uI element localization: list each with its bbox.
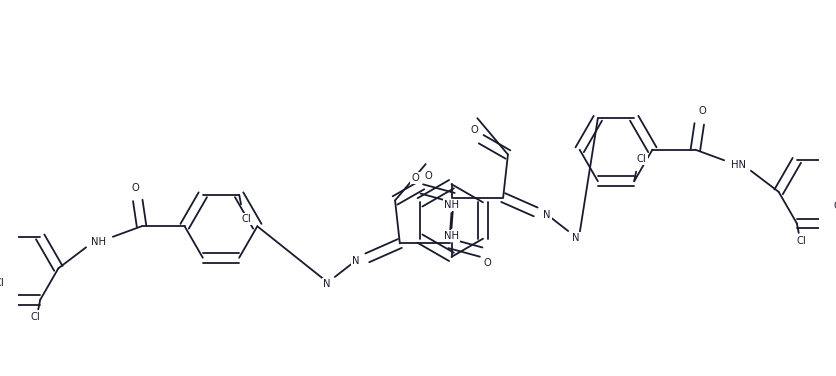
Text: NH: NH: [443, 231, 458, 241]
Text: Cl: Cl: [832, 201, 836, 211]
Text: O: O: [131, 183, 139, 193]
Text: NH: NH: [443, 200, 458, 210]
Text: Cl: Cl: [796, 235, 806, 246]
Text: N: N: [543, 210, 550, 220]
Text: N: N: [352, 256, 359, 266]
Text: O: O: [470, 125, 477, 135]
Text: Cl: Cl: [30, 312, 40, 322]
Text: Cl: Cl: [636, 154, 646, 164]
Text: HN: HN: [730, 160, 745, 170]
Text: Cl: Cl: [242, 214, 252, 224]
Text: O: O: [424, 171, 432, 180]
Text: O: O: [697, 106, 705, 117]
Text: O: O: [483, 258, 491, 268]
Text: N: N: [572, 233, 579, 243]
Text: NH: NH: [91, 237, 106, 247]
Text: Cl: Cl: [0, 277, 4, 288]
Text: O: O: [410, 173, 419, 183]
Text: N: N: [323, 279, 330, 289]
